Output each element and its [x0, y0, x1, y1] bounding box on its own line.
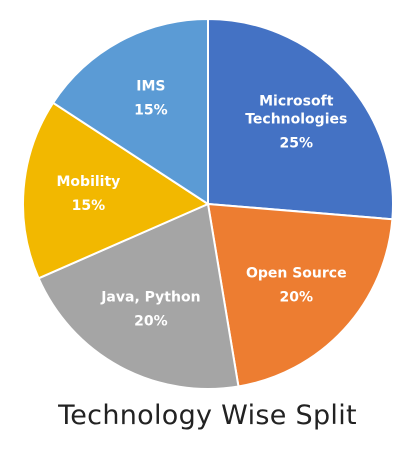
- slice-percent-label: 20%: [280, 289, 314, 305]
- pie-slice-java-python: [37, 202, 240, 390]
- pie-slice-mobility: [22, 101, 211, 280]
- pie-slice-ims: [51, 17, 209, 206]
- slice-category-label: Java, Python: [100, 290, 200, 306]
- pie-chart: Microsoft Technologies 25% Open Source 20% Ja…: [22, 17, 394, 390]
- slice-category-label: Microsoft: [259, 94, 334, 110]
- pie-slice-open-source: [206, 202, 394, 388]
- slice-category-label: Open Source: [246, 265, 347, 281]
- pie-slice-microsoft-technologies: [207, 17, 394, 221]
- chart-title: Technology Wise Split: [58, 400, 357, 431]
- slice-category-label: Technologies: [245, 112, 347, 128]
- slice-percent-label: 15%: [134, 102, 168, 118]
- slice-category-label: IMS: [136, 78, 165, 94]
- slice-percent-label: 25%: [280, 136, 314, 152]
- slice-percent-label: 15%: [72, 198, 106, 214]
- slice-percent-label: 20%: [134, 314, 168, 330]
- slice-category-label: Mobility: [57, 174, 121, 190]
